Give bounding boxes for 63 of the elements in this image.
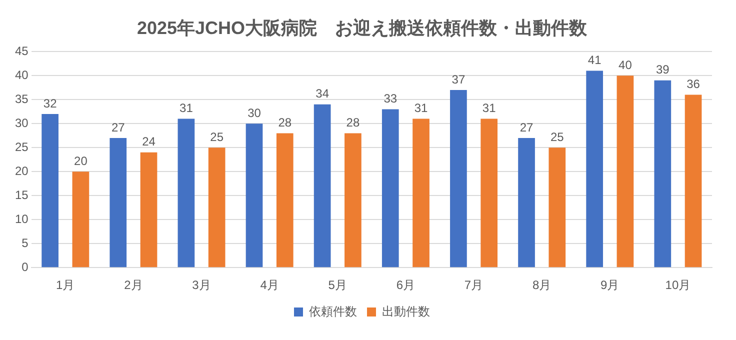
data-label: 41: [588, 53, 602, 68]
data-label: 39: [656, 62, 670, 77]
data-label: 28: [346, 116, 360, 130]
x-tick-label: 1月: [56, 278, 75, 292]
data-label: 25: [550, 130, 564, 144]
data-label: 33: [384, 92, 398, 106]
data-label: 31: [414, 101, 428, 116]
bar: [344, 133, 362, 268]
legend-label: 依頼件数: [309, 304, 357, 318]
chart-title: 2025年JCHO大阪病院 お迎え搬送依頼件数・出動件数: [136, 18, 588, 38]
x-tick-label: 3月: [192, 278, 211, 292]
bar: [314, 104, 331, 268]
bar: [450, 90, 467, 268]
data-label: 20: [74, 154, 88, 168]
bar: [480, 118, 498, 268]
x-tick-label: 2月: [124, 278, 143, 292]
x-tick-label: 10月: [665, 278, 691, 292]
x-tick-label: 7月: [464, 278, 484, 292]
bar: [654, 80, 672, 268]
bar: [548, 148, 566, 268]
bar: [616, 76, 634, 268]
data-label: 27: [111, 120, 126, 134]
bar: [246, 124, 263, 268]
data-label: 25: [210, 130, 224, 144]
y-tick-label: 45: [14, 44, 29, 58]
data-label: 31: [482, 101, 496, 116]
y-tick-label: 5: [22, 236, 29, 250]
bar: [412, 118, 430, 268]
y-tick-label: 15: [14, 188, 29, 202]
x-tick-label: 6月: [396, 278, 416, 292]
y-tick-label: 30: [14, 116, 29, 130]
bar: [140, 152, 158, 268]
x-tick-label: 4月: [260, 278, 279, 292]
y-tick-label: 20: [14, 164, 29, 178]
bar: [684, 94, 702, 268]
data-label: 24: [142, 134, 156, 149]
bar: [586, 70, 604, 268]
data-label: 28: [278, 116, 292, 130]
x-tick-label: 9月: [600, 278, 620, 292]
data-label: 34: [316, 86, 330, 101]
bar: [518, 138, 535, 268]
bar: [72, 172, 90, 268]
bar: [208, 148, 226, 268]
bar: [178, 118, 195, 268]
legend-label: 出動件数: [382, 304, 430, 318]
y-tick-label: 10: [14, 212, 29, 226]
y-tick-label: 40: [14, 68, 29, 82]
y-tick-label: 0: [22, 260, 29, 274]
data-label: 40: [618, 58, 632, 72]
data-label: 30: [248, 106, 262, 120]
bar: [42, 114, 58, 268]
y-tick-label: 35: [14, 92, 29, 106]
bar: [382, 109, 399, 268]
data-label: 32: [43, 96, 58, 110]
y-tick-label: 25: [14, 140, 29, 154]
bar: [110, 138, 127, 268]
bar: [276, 133, 294, 268]
x-tick-label: 5月: [328, 278, 347, 292]
data-label: 37: [452, 72, 466, 86]
x-tick-label: 8月: [532, 278, 552, 292]
data-label: 36: [686, 77, 700, 92]
data-label: 27: [520, 120, 534, 134]
data-label: 31: [180, 101, 194, 116]
